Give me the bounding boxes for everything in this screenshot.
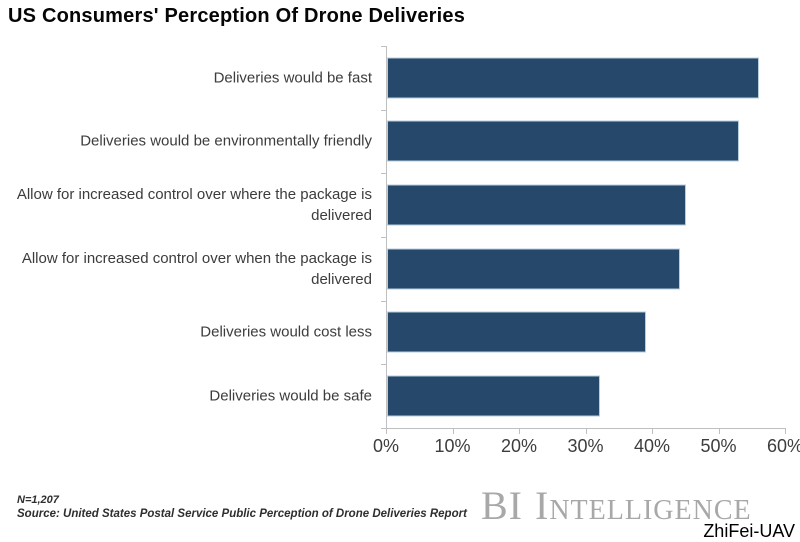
value-axis-tick-label: 20% <box>500 436 538 456</box>
bar-track <box>387 110 786 174</box>
category-label: Deliveries would be fast <box>213 69 372 87</box>
bar-chart-row: Allow for increased control over when th… <box>0 237 800 301</box>
value-axis-tick <box>386 428 387 434</box>
logo-text-secondary: Intelligence <box>535 483 752 528</box>
bar-track <box>387 173 786 237</box>
bar <box>387 248 680 290</box>
category-axis-tick <box>381 110 386 111</box>
value-axis-tick <box>519 428 520 434</box>
category-axis-tick <box>381 428 386 429</box>
value-axis-tick-label: 40% <box>633 436 671 456</box>
bar-track <box>387 301 786 365</box>
category-axis-tick <box>381 173 386 174</box>
bar <box>387 120 740 162</box>
value-axis-tick-label: 50% <box>700 436 737 456</box>
value-axis-tick <box>718 428 720 434</box>
bar-chart-row: Deliveries would be environmentally frie… <box>0 110 800 174</box>
source-note: Source: United States Postal Service Pub… <box>17 508 467 520</box>
category-axis-tick <box>381 46 386 47</box>
bar-chart-row: Deliveries would be fast <box>0 46 800 110</box>
bi-intelligence-logo: BI Intelligence <box>481 484 752 528</box>
sample-size-note: N=1,207 <box>17 494 59 506</box>
bar-chart-row: Deliveries would be safe <box>0 364 800 428</box>
bar-chart-row: Allow for increased control over where t… <box>0 173 800 237</box>
bar <box>387 375 600 417</box>
category-axis-line <box>386 46 387 429</box>
category-axis-tick <box>381 301 386 302</box>
bar <box>387 57 760 99</box>
value-axis-tick <box>652 428 653 434</box>
value-axis-tick-label: 30% <box>567 436 604 456</box>
value-axis-tick-label: 60% <box>766 436 800 456</box>
value-axis-tick <box>585 428 587 434</box>
bar <box>387 311 647 353</box>
category-axis-tick <box>381 237 386 238</box>
logo-text-primary: BI <box>481 483 523 528</box>
category-label: Allow for increased control over where t… <box>16 186 372 225</box>
value-axis-tick-label: 10% <box>434 436 471 456</box>
bar-track <box>387 237 786 301</box>
category-label: Deliveries would be safe <box>209 387 372 405</box>
category-axis-tick <box>381 364 386 365</box>
watermark-text: ZhiFei-UAV <box>700 521 796 542</box>
chart-title: US Consumers' Perception Of Drone Delive… <box>8 5 466 27</box>
value-axis-tick <box>785 428 786 434</box>
bar-track <box>387 46 786 110</box>
value-axis-tick-label: 0% <box>372 436 400 456</box>
bar <box>387 184 687 226</box>
bar-chart-row: Deliveries would cost less <box>0 301 800 365</box>
bar-track <box>387 364 786 428</box>
category-label: Deliveries would be environmentally frie… <box>80 132 372 150</box>
bar-chart-plot-area: Deliveries would be fast Deliveries woul… <box>0 46 800 476</box>
category-label: Deliveries would cost less <box>200 323 372 341</box>
value-axis-tick <box>452 428 454 434</box>
category-label: Allow for increased control over when th… <box>21 249 372 288</box>
